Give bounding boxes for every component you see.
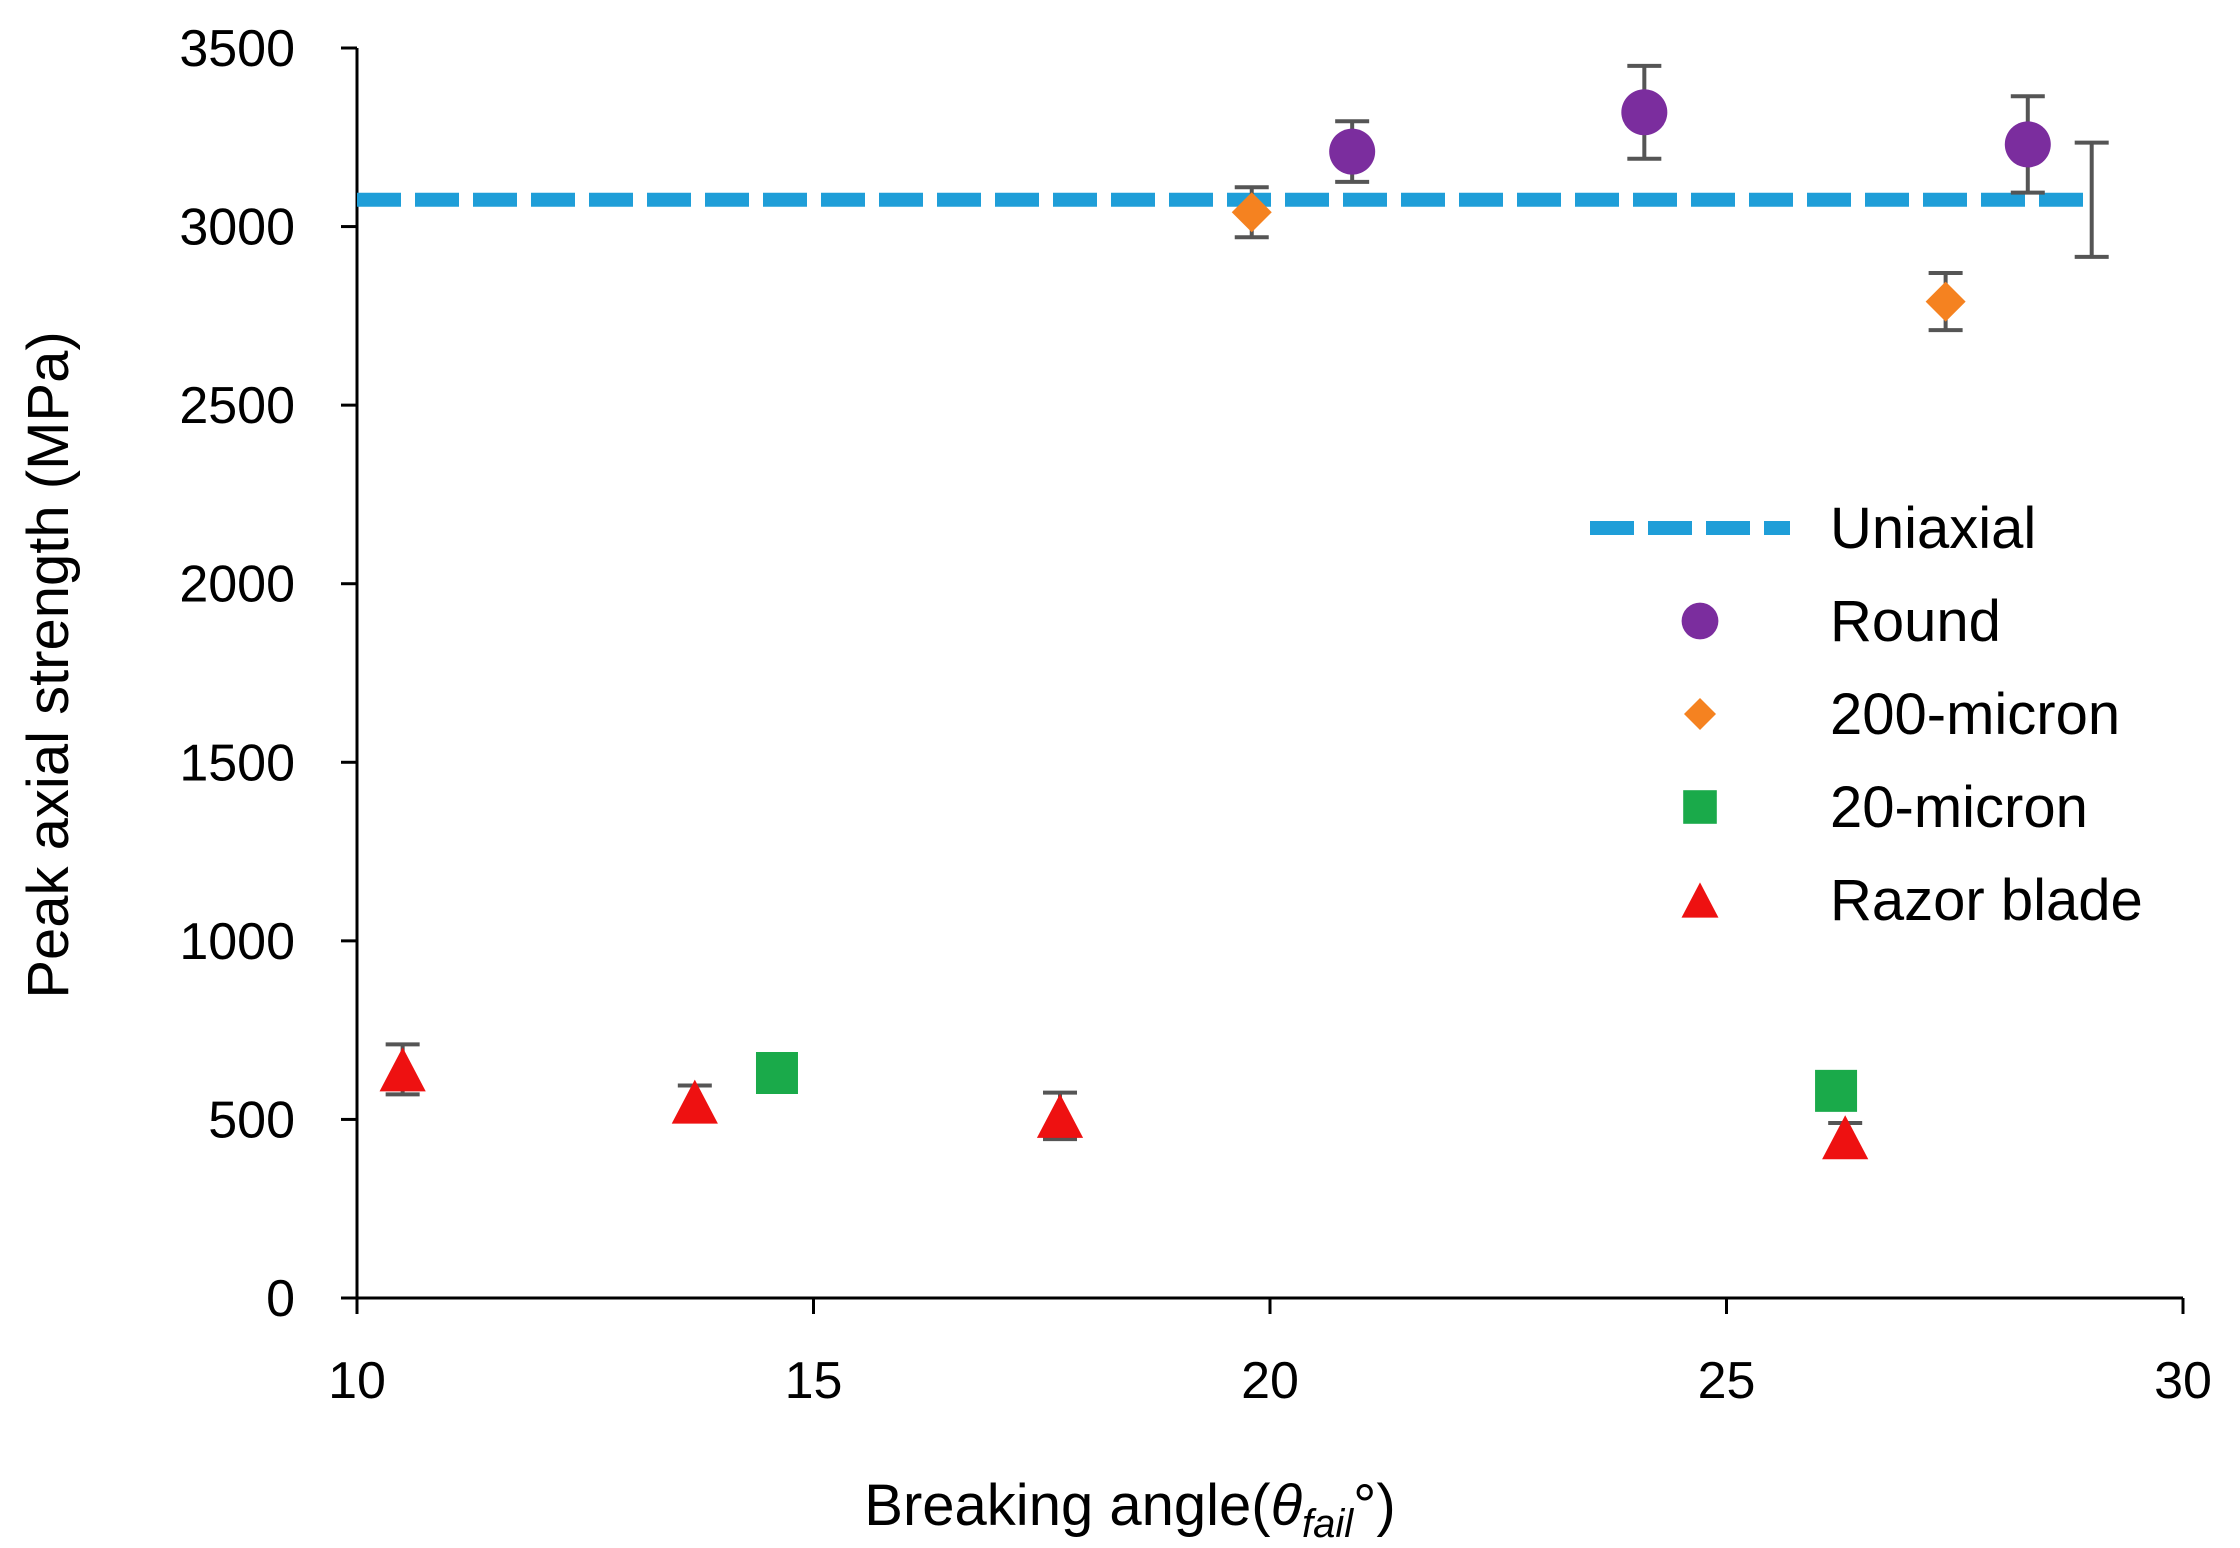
legend-label-round: Round — [1830, 589, 2001, 654]
round-point — [2004, 121, 2051, 168]
20-micron-point — [755, 1052, 798, 1094]
razor-blade-point — [1822, 1115, 1869, 1160]
y-tick-label: 3500 — [179, 20, 295, 78]
y-tick-label: 2500 — [179, 377, 295, 435]
legend-label-20-micron: 20-micron — [1830, 775, 2088, 840]
x-axis-title-subscript: fail — [1302, 1502, 1354, 1546]
200-micron-point — [1231, 192, 1272, 233]
x-tick-label: 25 — [1698, 1352, 1756, 1410]
legend: Uniaxial Round 200-micron 20-micron Razor bl… — [1590, 496, 2143, 933]
axes — [355, 48, 2183, 1300]
y-tick-label: 0 — [266, 1270, 295, 1328]
legend-label-uniaxial: Uniaxial — [1830, 496, 2036, 561]
x-tick-label: 20 — [1241, 1352, 1299, 1410]
round-point — [1621, 89, 1668, 136]
x-ticks: 10 15 20 25 30 — [328, 1298, 2212, 1410]
razor-blade-point — [1036, 1093, 1084, 1138]
y-ticks: 0 500 1000 1500 2000 2500 3000 3500 — [179, 20, 357, 1328]
x-axis-title-symbol: θ — [1271, 1473, 1302, 1538]
legend-label-200-micron: 200-micron — [1830, 682, 2120, 747]
razor-blade-point — [379, 1047, 426, 1092]
x-tick-label: 15 — [785, 1352, 843, 1410]
y-tick-label: 3000 — [179, 199, 295, 257]
200-micron-point — [1925, 281, 1966, 322]
legend-swatch-razor-blade — [1681, 882, 1719, 918]
legend-swatch-200-micron — [1684, 698, 1716, 730]
20-micron-point — [1815, 1069, 1858, 1112]
y-axis-title: Peak axial strength (MPa) — [16, 331, 81, 998]
x-tick-label: 10 — [328, 1352, 386, 1410]
data-markers — [379, 89, 2051, 1160]
x-axis-title-main: Breaking angle( — [864, 1473, 1270, 1538]
uniaxial-error-bar — [2074, 140, 2109, 259]
x-axis-title: Breaking angle(θfail°) — [864, 1473, 1395, 1546]
razor-blade-point — [671, 1079, 718, 1124]
y-tick-label: 1500 — [179, 734, 295, 792]
legend-swatch-20-micron — [1683, 790, 1717, 824]
x-axis-title-tail: °) — [1353, 1473, 1396, 1538]
y-tick-label: 1000 — [179, 913, 295, 971]
legend-label-razor-blade: Razor blade — [1830, 868, 2143, 933]
y-tick-label: 2000 — [179, 556, 295, 614]
legend-swatch-round — [1681, 602, 1719, 640]
x-tick-label: 30 — [2154, 1352, 2212, 1410]
y-tick-label: 500 — [208, 1091, 295, 1149]
round-point — [1329, 128, 1376, 175]
